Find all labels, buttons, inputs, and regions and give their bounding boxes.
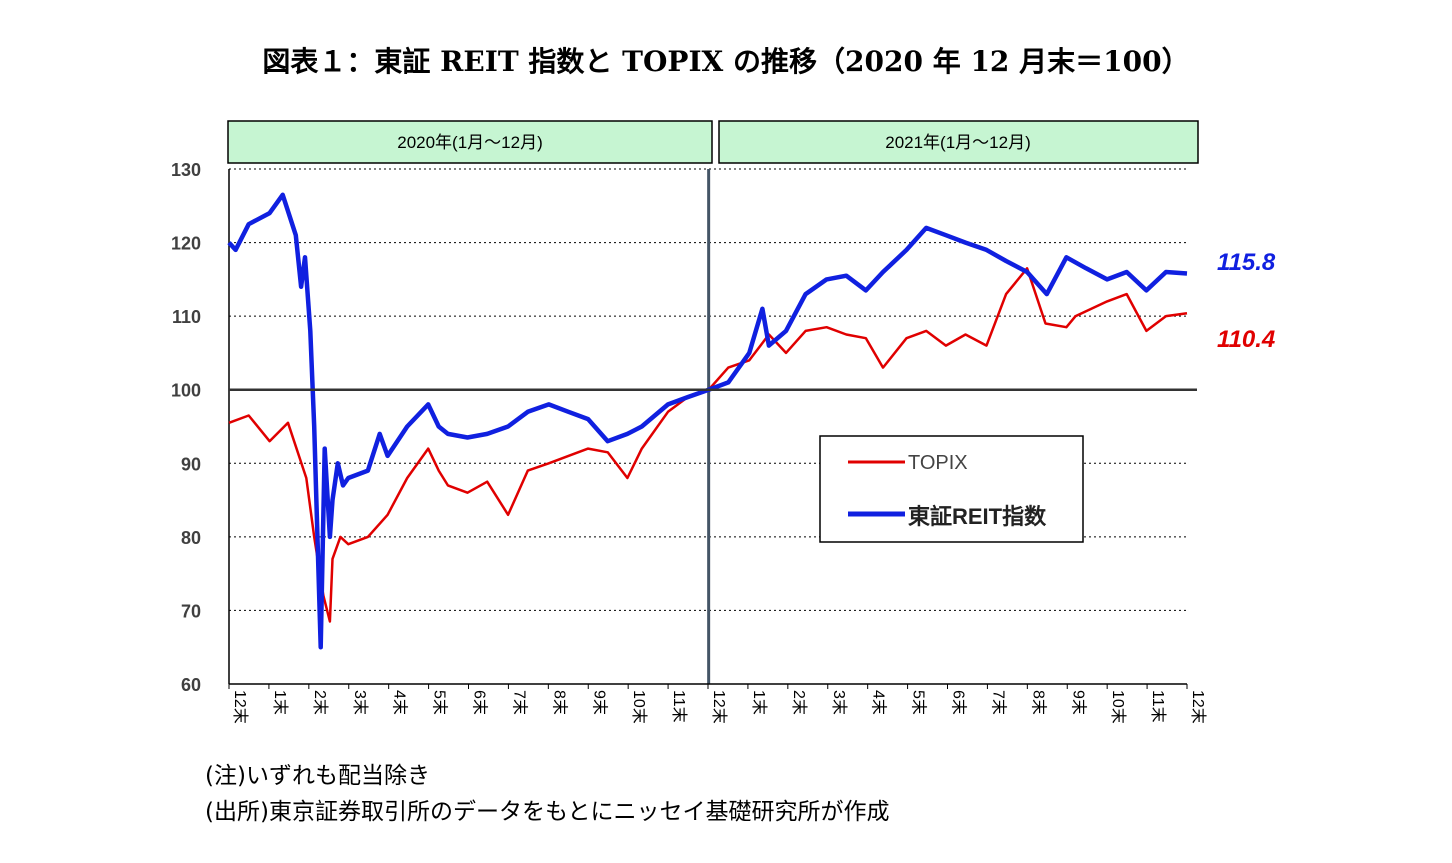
final-value-reit: 115.8 bbox=[1217, 249, 1276, 276]
y-tick-label: 100 bbox=[171, 381, 201, 401]
final-value-topix: 110.4 bbox=[1217, 326, 1275, 353]
x-axis: 12末 1末 2末 3末 4末 5末 6末 7末 8末 9末 10末 11末 12末 1末 2末 3末 4末 5末… bbox=[228, 683, 1207, 724]
note-source: (出所)東京証券取引所のデータをもとにニッセイ基礎研究所が作成 bbox=[205, 799, 890, 825]
series-line-reit bbox=[227, 192, 1188, 650]
period-header-2021 bbox=[718, 120, 1199, 164]
x-tick-label: 4末 bbox=[391, 690, 409, 715]
x-tick-label: 11末 bbox=[1149, 690, 1167, 723]
grid-lines bbox=[229, 168, 1187, 684]
y-tick-label: 120 bbox=[171, 234, 201, 254]
x-tick-label: 12末 bbox=[710, 690, 728, 724]
x-tick-label: 8末 bbox=[1029, 690, 1047, 715]
y-tick-label: 110 bbox=[172, 307, 201, 327]
series-line-topix bbox=[228, 267, 1188, 623]
y-tick-label: 70 bbox=[181, 601, 201, 621]
y-axis: 60 70 80 90 100 110 120 130 bbox=[171, 160, 230, 695]
x-tick-label: 12末 bbox=[1189, 690, 1207, 724]
x-tick-label: 1末 bbox=[750, 690, 768, 715]
y-tick-label: 90 bbox=[181, 454, 201, 474]
period-header-2020 bbox=[227, 120, 713, 164]
period-label-2021: 2021年(1月～12月) bbox=[885, 133, 1031, 152]
x-tick-label: 6末 bbox=[471, 690, 489, 715]
y-tick-label: 80 bbox=[181, 528, 201, 548]
x-tick-label: 2末 bbox=[790, 690, 808, 715]
x-tick-label: 3末 bbox=[351, 690, 369, 715]
x-tick-label: 11末 bbox=[670, 690, 688, 723]
x-tick-label: 10末 bbox=[630, 690, 648, 724]
y-tick-label: 60 bbox=[181, 675, 201, 695]
x-tick-label: 5末 bbox=[431, 690, 449, 715]
x-tick-label: 5末 bbox=[910, 690, 928, 715]
legend-label-reit: 東証REIT指数 bbox=[908, 504, 1047, 529]
x-tick-label: 1末 bbox=[271, 690, 289, 715]
x-tick-label: 7末 bbox=[510, 690, 528, 715]
x-tick-label: 12末 bbox=[231, 690, 249, 724]
note-dividends: (注)いずれも配当除き bbox=[205, 763, 430, 789]
chart-title: 図表１：東証 REIT 指数と TOPIX の推移（2020 年 12 月末＝1… bbox=[262, 45, 1190, 78]
x-tick-label: 3末 bbox=[830, 690, 848, 715]
x-tick-label: 9末 bbox=[1069, 690, 1087, 715]
x-tick-label: 7末 bbox=[989, 690, 1007, 715]
x-tick-label: 4末 bbox=[870, 690, 888, 715]
y-tick-label: 130 bbox=[171, 160, 201, 180]
x-tick-label: 8末 bbox=[550, 690, 568, 715]
x-tick-label: 9末 bbox=[590, 690, 608, 715]
x-tick-label: 6末 bbox=[950, 690, 968, 715]
legend-box bbox=[819, 435, 1084, 543]
period-label-2020: 2020年(1月～12月) bbox=[397, 133, 543, 152]
line-chart: 2020年(1月～12月) 2021年(1月～12月) 60 70 80 90 100 1… bbox=[171, 120, 1276, 724]
legend-label-topix: TOPIX bbox=[908, 452, 968, 474]
series-lines bbox=[227, 192, 1197, 650]
x-tick-label: 10末 bbox=[1109, 690, 1127, 724]
x-tick-label: 2末 bbox=[311, 690, 329, 715]
